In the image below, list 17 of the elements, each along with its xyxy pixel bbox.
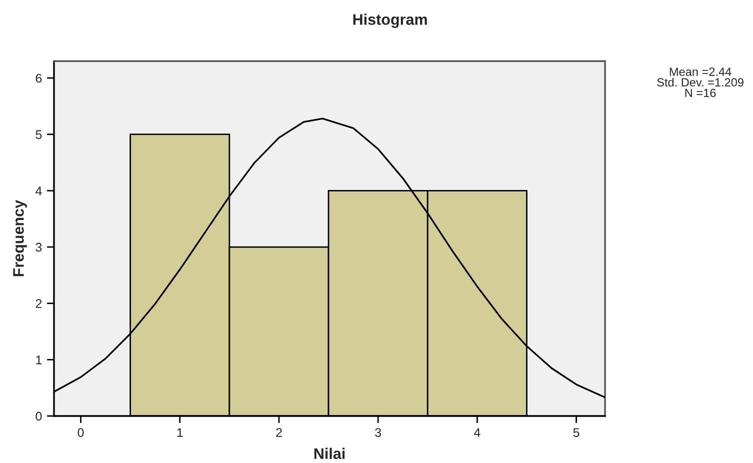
y-tick-label: 5 [36, 130, 42, 139]
chart-title: Histogram [353, 14, 427, 28]
x-tick-label: 3 [375, 428, 382, 437]
x-tick-label: 1 [177, 428, 183, 437]
y-tick-label: 3 [36, 242, 42, 252]
x-tick-label: 2 [276, 428, 282, 437]
y-tick-label: 1 [36, 356, 42, 364]
y-axis-title: Frequency [13, 200, 27, 276]
text: Mean =2.44 Std. Dev. =1.209 N =16 [657, 68, 744, 98]
x-tick-label: 4 [474, 428, 480, 437]
x-tick-label: 5 [573, 428, 580, 437]
x-axis-title: Nilai [314, 448, 345, 460]
y-tick-label: 0 [36, 412, 42, 421]
y-tick-label: 6 [36, 74, 42, 83]
x-tick-label: 0 [78, 428, 84, 437]
y-tick-label: 4 [36, 186, 42, 196]
y-tick-label: 2 [36, 299, 42, 308]
